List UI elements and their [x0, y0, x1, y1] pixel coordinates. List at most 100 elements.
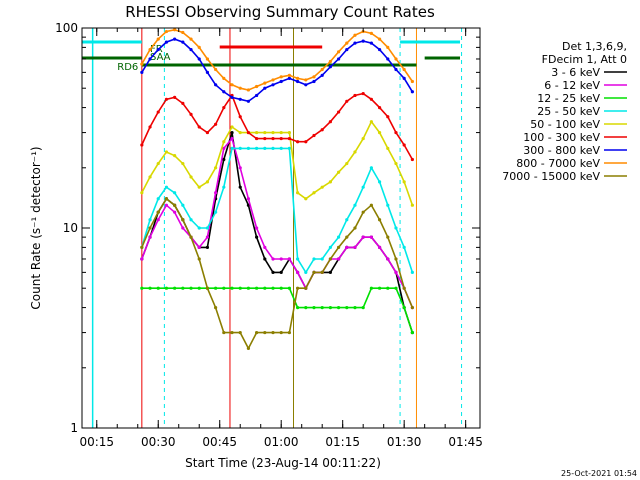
data-point [386, 57, 390, 61]
data-point [336, 50, 341, 54]
data-point [271, 130, 275, 135]
data-point [279, 330, 283, 335]
x-tick-label: 00:15 [79, 435, 114, 449]
data-point [263, 136, 267, 141]
data-point [238, 115, 242, 119]
data-point [189, 47, 193, 52]
data-point [320, 305, 324, 310]
data-point [263, 130, 267, 135]
data-point [222, 157, 226, 162]
data-point [336, 57, 341, 61]
data-point [410, 157, 414, 162]
data-point [345, 47, 349, 52]
data-point [222, 330, 226, 335]
data-point [296, 191, 300, 195]
data-point [197, 185, 201, 189]
data-point [246, 146, 251, 151]
data-point [410, 270, 414, 274]
data-point [148, 175, 152, 179]
data-point [197, 257, 201, 261]
data-point [361, 235, 365, 239]
data-point [214, 305, 218, 310]
data-point [246, 286, 251, 290]
data-point [312, 305, 316, 310]
data-point [279, 75, 283, 79]
y-tick-label: 1 [70, 421, 78, 435]
data-point [246, 130, 251, 135]
data-point [320, 67, 324, 72]
data-point [173, 210, 177, 214]
data-point [222, 140, 226, 144]
data-point [361, 210, 365, 214]
data-point [304, 270, 308, 274]
data-point [238, 166, 242, 170]
data-point [287, 146, 292, 151]
data-point [173, 37, 177, 41]
data-point [255, 84, 259, 89]
data-point [271, 270, 275, 274]
data-point [214, 210, 218, 214]
data-point [140, 245, 144, 249]
data-point [336, 235, 341, 239]
data-point [287, 330, 292, 335]
data-point [402, 76, 406, 80]
data-point [181, 286, 185, 290]
data-point [255, 330, 259, 335]
data-point [230, 125, 234, 129]
data-point [156, 37, 160, 41]
data-point [255, 235, 259, 239]
data-point [328, 65, 332, 69]
data-point [189, 175, 193, 179]
data-point [312, 79, 316, 84]
data-point [377, 286, 382, 290]
data-point [386, 146, 390, 151]
data-point [369, 286, 373, 290]
data-point [279, 130, 283, 135]
data-point [164, 185, 169, 189]
data-point [181, 101, 185, 105]
data-point [328, 245, 332, 249]
data-point [287, 76, 292, 80]
data-point [189, 37, 193, 41]
data-point [312, 257, 316, 261]
data-point [181, 218, 185, 222]
data-point [361, 185, 365, 189]
data-point [197, 245, 201, 249]
chart-title: RHESSI Observing Summary Count Rates [125, 3, 435, 21]
data-point [222, 76, 226, 80]
data-point [386, 257, 390, 261]
data-point [336, 110, 341, 114]
data-point [377, 245, 382, 249]
data-point [279, 79, 283, 84]
data-point [402, 143, 406, 147]
data-point [394, 161, 398, 166]
data-point [148, 286, 152, 290]
data-point [320, 270, 324, 274]
data-point [246, 346, 251, 351]
data-point [197, 125, 201, 129]
data-point [377, 218, 382, 222]
data-point [140, 62, 144, 66]
data-point [361, 91, 365, 96]
data-point [353, 305, 357, 310]
legend-header: Det 1,3,6,9, [562, 40, 627, 53]
data-point [189, 286, 193, 290]
data-point [312, 191, 316, 195]
data-point [140, 286, 144, 290]
data-point [377, 37, 382, 41]
data-point [222, 185, 226, 189]
data-point [394, 286, 398, 290]
legend-entry: 7000 - 15000 keV [502, 170, 600, 183]
data-point [140, 257, 144, 261]
data-point [156, 197, 160, 201]
data-point [345, 235, 349, 239]
data-point [222, 105, 226, 110]
data-point [148, 125, 152, 129]
data-point [394, 130, 398, 135]
data-point [304, 140, 308, 144]
data-point [296, 140, 300, 144]
data-point [148, 218, 152, 222]
flag-label: SAA [150, 52, 171, 63]
data-point [271, 257, 275, 261]
data-point [246, 99, 251, 103]
